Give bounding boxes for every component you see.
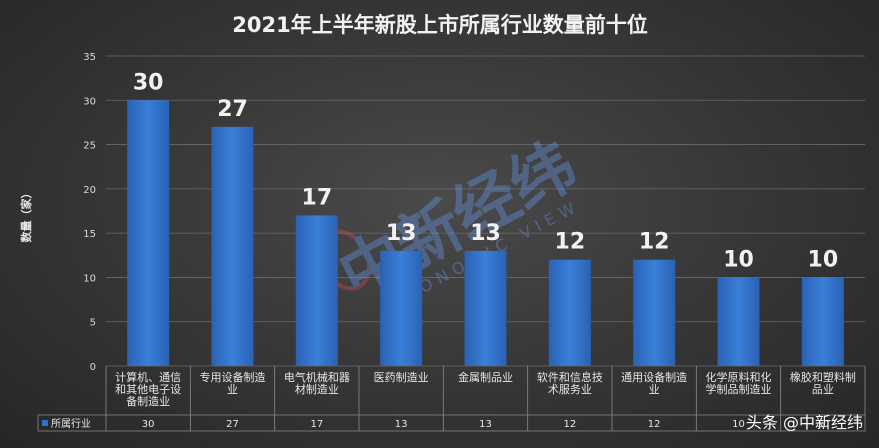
y-tick-label: 15 [83, 229, 96, 240]
y-tick-label: 20 [83, 185, 96, 196]
y-tick-label: 30 [83, 96, 96, 107]
y-tick-label: 0 [90, 362, 96, 373]
table-value: 12 [563, 419, 576, 430]
category-label: 电气机械和器材制造业 [284, 370, 350, 396]
y-tick-label: 25 [83, 141, 96, 152]
category-label: 医药制造业 [374, 370, 429, 384]
table-value: 27 [226, 419, 239, 430]
y-tick-label: 10 [83, 273, 96, 284]
bar [717, 277, 760, 366]
bar-value-label: 12 [555, 230, 586, 255]
bar [548, 259, 591, 366]
bar [295, 215, 338, 366]
category-label: 金属制品业 [458, 370, 513, 384]
y-ticks: 0 5 10 15 20 25 30 35 [83, 52, 96, 373]
bar-value-label: 10 [808, 247, 839, 272]
data-table: 所属行业 30 27 17 13 13 12 12 10 10 [37, 366, 866, 432]
bar-value-label: 27 [217, 97, 248, 122]
bar [801, 277, 844, 366]
table-value: 17 [310, 419, 323, 430]
category-label: 专用设备制造业 [200, 370, 266, 396]
y-tick-label: 5 [90, 318, 96, 329]
watermark-text: 头条 @中新经纬 [746, 413, 863, 432]
bars: 30 27 17 13 13 12 12 10 10 [127, 70, 844, 367]
bar-value-label: 13 [470, 221, 501, 246]
legend-swatch [42, 420, 48, 426]
table-value: 10 [732, 419, 745, 430]
bar-value-label: 10 [723, 247, 754, 272]
table-value: 13 [479, 419, 492, 430]
bar [464, 250, 507, 366]
bar [211, 126, 254, 366]
bar [633, 259, 676, 366]
y-axis-label: 数量（家） [19, 188, 33, 243]
bar-value-label: 30 [133, 70, 164, 95]
table-value: 13 [395, 419, 408, 430]
bar-value-label: 17 [302, 185, 333, 210]
y-tick-label: 35 [83, 52, 96, 63]
category-label: 化学原料和化学制品制造业 [706, 370, 772, 396]
category-label: 软件和信息技术服务业 [537, 370, 603, 396]
chart-title: 2021年上半年新股上市所属行业数量前十位 [232, 13, 647, 37]
category-label: 通用设备制造业 [621, 370, 687, 396]
table-value: 30 [142, 419, 155, 430]
category-label: 计算机、通信和其他电子设备制造业 [115, 370, 181, 408]
bar [127, 100, 170, 367]
bar [380, 250, 423, 366]
bar-value-label: 12 [639, 230, 670, 255]
category-label: 橡胶和塑料制品业 [790, 370, 856, 396]
bar-value-label: 13 [386, 221, 417, 246]
legend-series-name: 所属行业 [51, 417, 91, 430]
table-value: 12 [648, 419, 661, 430]
table-value: 10 [816, 419, 829, 430]
